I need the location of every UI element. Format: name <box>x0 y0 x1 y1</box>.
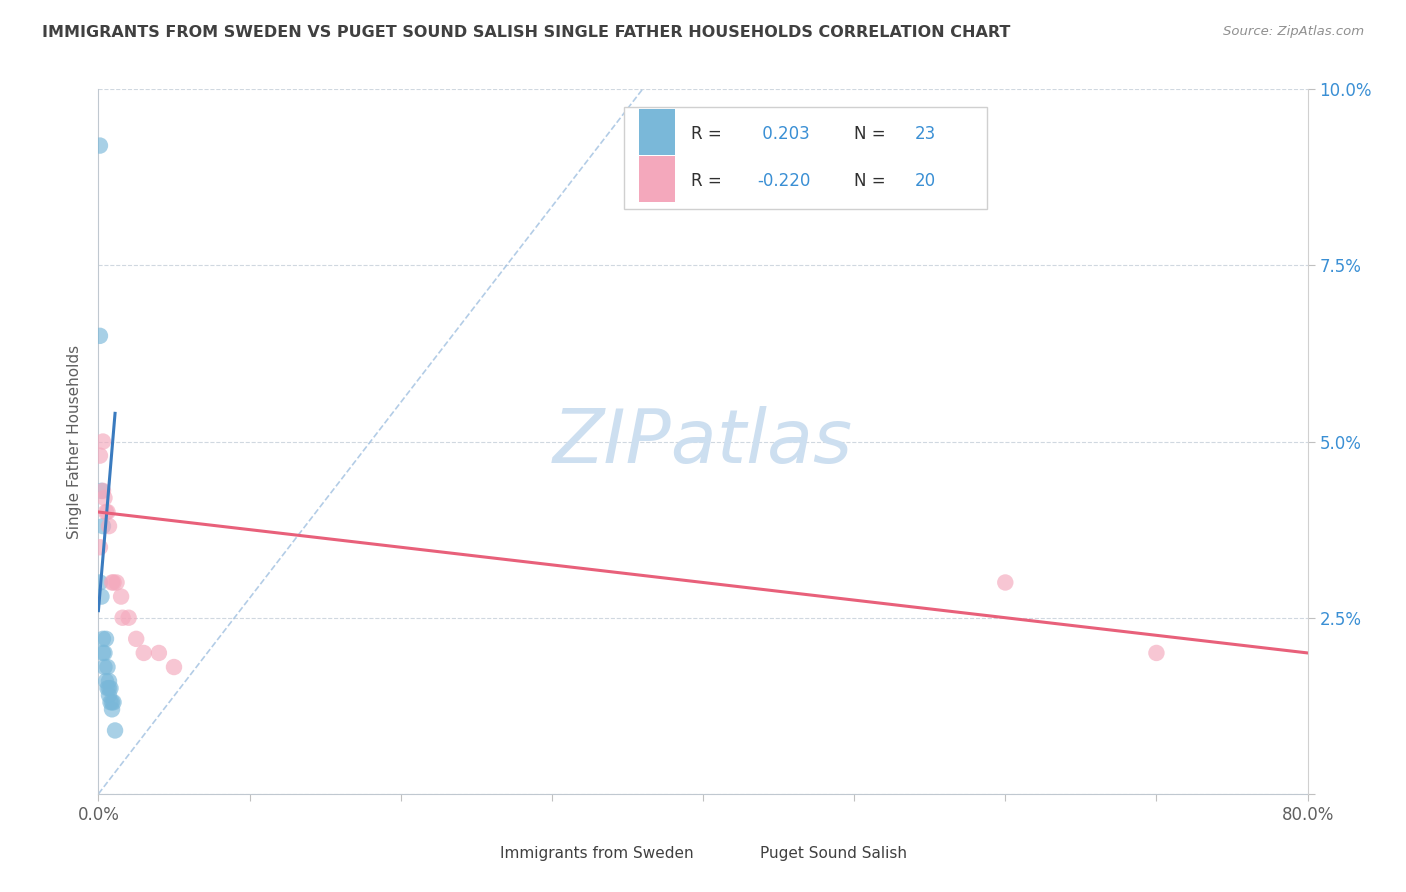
Point <box>89 575 111 590</box>
Point <box>91 434 114 449</box>
Text: Immigrants from Sweden: Immigrants from Sweden <box>501 847 693 862</box>
Point <box>91 483 114 498</box>
Point <box>103 575 125 590</box>
Text: R =: R = <box>690 125 721 143</box>
Point <box>163 660 186 674</box>
Bar <box>638 156 675 202</box>
Point <box>90 590 112 604</box>
Point <box>100 681 122 696</box>
Point <box>101 575 124 590</box>
Point <box>105 575 128 590</box>
Point <box>89 138 111 153</box>
Point <box>96 660 118 674</box>
Point <box>148 646 170 660</box>
Point <box>101 702 124 716</box>
Text: ZIPatlas: ZIPatlas <box>553 406 853 477</box>
Text: 20: 20 <box>915 172 936 190</box>
Y-axis label: Single Father Households: Single Father Households <box>67 344 83 539</box>
Text: IMMIGRANTS FROM SWEDEN VS PUGET SOUND SALISH SINGLE FATHER HOUSEHOLDS CORRELATIO: IMMIGRANTS FROM SWEDEN VS PUGET SOUND SA… <box>42 25 1011 40</box>
Point <box>132 646 155 660</box>
Point <box>1144 646 1167 660</box>
Text: N =: N = <box>855 125 886 143</box>
Point <box>89 540 111 554</box>
Point <box>98 519 121 533</box>
Text: Source: ZipAtlas.com: Source: ZipAtlas.com <box>1223 25 1364 38</box>
Point <box>90 483 112 498</box>
Bar <box>716 836 749 871</box>
Point <box>96 681 118 696</box>
Text: 0.203: 0.203 <box>758 125 810 143</box>
Point <box>125 632 148 646</box>
Point <box>98 681 121 696</box>
Point <box>100 695 122 709</box>
Point <box>110 590 132 604</box>
Point <box>93 491 115 505</box>
Point <box>111 610 134 624</box>
Point <box>91 632 114 646</box>
Point <box>994 575 1017 590</box>
Point <box>93 646 115 660</box>
Bar <box>456 836 489 871</box>
Text: -0.220: -0.220 <box>758 172 811 190</box>
Point <box>91 519 114 533</box>
Point <box>94 632 117 646</box>
Point <box>94 505 117 519</box>
Text: Puget Sound Salish: Puget Sound Salish <box>759 847 907 862</box>
Point <box>96 505 118 519</box>
Text: 23: 23 <box>915 125 936 143</box>
Point <box>89 328 111 343</box>
Point <box>89 449 111 463</box>
Point <box>94 674 117 689</box>
Point <box>98 688 121 702</box>
FancyBboxPatch shape <box>624 107 987 209</box>
Point <box>93 660 115 674</box>
Point <box>103 695 125 709</box>
Point <box>118 610 141 624</box>
Text: R =: R = <box>690 172 721 190</box>
Bar <box>638 109 675 154</box>
Point <box>98 674 121 689</box>
Point <box>101 695 124 709</box>
Point <box>91 646 114 660</box>
Point <box>104 723 127 738</box>
Text: N =: N = <box>855 172 886 190</box>
